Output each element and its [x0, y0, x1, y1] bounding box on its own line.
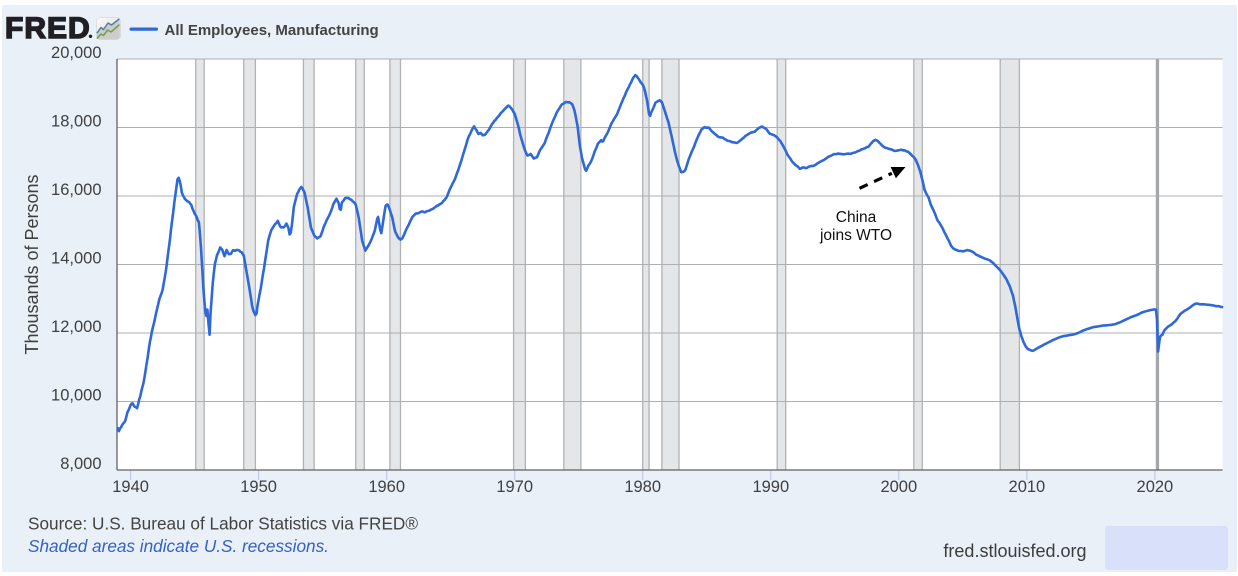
svg-text:1990: 1990 [752, 478, 789, 496]
svg-text:2000: 2000 [880, 478, 917, 496]
svg-text:12,000: 12,000 [51, 318, 101, 336]
svg-text:Shaded areas indicate U.S. rec: Shaded areas indicate U.S. recessions. [28, 536, 329, 556]
svg-text:1980: 1980 [624, 478, 661, 496]
svg-text:1960: 1960 [368, 478, 405, 496]
svg-text:Source: U.S. Bureau of Labor S: Source: U.S. Bureau of Labor Statistics … [28, 514, 418, 534]
svg-text:2020: 2020 [1137, 478, 1174, 496]
svg-text:1940: 1940 [112, 478, 149, 496]
svg-text:FRED: FRED [5, 12, 91, 45]
svg-text:fred.stlouisfed.org: fred.stlouisfed.org [943, 541, 1086, 561]
svg-text:Thousands of Persons: Thousands of Persons [22, 174, 42, 354]
svg-text:16,000: 16,000 [51, 181, 101, 199]
svg-text:1970: 1970 [496, 478, 533, 496]
svg-text:1950: 1950 [240, 478, 277, 496]
svg-text:All Employees, Manufacturing: All Employees, Manufacturing [165, 22, 379, 39]
svg-text:2010: 2010 [1009, 478, 1046, 496]
svg-text:10,000: 10,000 [51, 387, 101, 405]
svg-text:14,000: 14,000 [51, 250, 101, 268]
svg-text:China: China [836, 209, 877, 226]
svg-text:18,000: 18,000 [51, 113, 101, 131]
svg-text:joins WTO: joins WTO [819, 227, 892, 244]
svg-text:20,000: 20,000 [51, 44, 101, 62]
svg-text:8,000: 8,000 [60, 455, 101, 473]
